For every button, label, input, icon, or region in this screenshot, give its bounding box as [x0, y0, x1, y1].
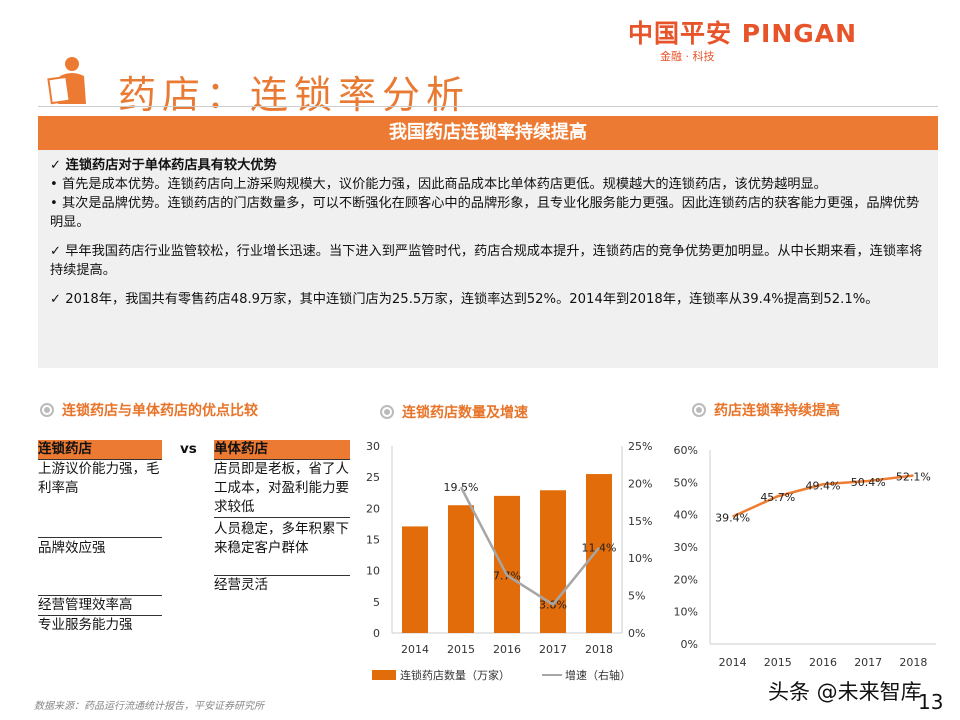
y-tick-label: 15 [366, 534, 380, 547]
vs-label: vs [180, 441, 197, 457]
single-header: 单体药店 [214, 440, 350, 460]
y2-tick-label: 15% [628, 515, 652, 528]
y2-tick-label: 5% [628, 590, 645, 603]
chart1-title: 连锁药店数量及增速 [380, 402, 528, 422]
chain-item: 上游议价能力强，毛利率高 [38, 460, 162, 538]
y2-tick-label: 10% [628, 552, 652, 565]
page-title: 药店：连锁率分析 [118, 73, 471, 117]
chart2-title: 药店连锁率持续提高 [692, 400, 840, 420]
x-tick-label: 2016 [493, 643, 521, 656]
y-tick-label: 10 [366, 565, 380, 578]
bullet-icon [380, 405, 394, 419]
chain-item: 品牌效应强 [38, 538, 162, 596]
x-tick-label: 2017 [854, 656, 882, 669]
pingan-logo: 中国平安 PINGAN [628, 19, 858, 48]
y-tick-label: 10% [674, 606, 698, 619]
y-tick-label: 0 [373, 627, 380, 640]
data-source: 数据来源：药品运行流通统计报告，平安证券研究所 [34, 701, 264, 712]
logo-tagline: 金融 · 科技 [660, 50, 715, 63]
chart2-title-text: 药店连锁率持续提高 [714, 403, 840, 419]
bar [448, 505, 474, 633]
chain-item: 经营管理效率高 [38, 596, 162, 616]
data-label: 45.7% [760, 491, 795, 504]
chain-rate-line [732, 474, 914, 518]
bar [540, 490, 566, 633]
legend-label: 增速（右轴） [565, 668, 631, 682]
jobs-person-icon [47, 57, 86, 105]
data-label: 49.4% [806, 479, 841, 492]
x-tick-label: 2017 [539, 643, 567, 656]
y-tick-label: 20 [366, 502, 380, 515]
x-tick-label: 2018 [585, 643, 613, 656]
data-label: 52.1% [896, 471, 931, 484]
y2-tick-label: 20% [628, 477, 652, 490]
single-item: 经营灵活 [214, 577, 268, 593]
legend-swatch-bar [372, 670, 396, 680]
y2-tick-label: 25% [628, 440, 652, 453]
y-tick-label: 25 [366, 471, 380, 484]
single-item: 店员即是老板，省了人工成本，对盈利能力要求较低 [214, 460, 350, 518]
x-tick-label: 2015 [447, 643, 475, 656]
chain-store-count-chart: 0 5 10 15 20 25 30 0% 5% 10% 15% 20% 25% 2014 2015 2016… [366, 440, 652, 682]
y2-tick-label: 0% [628, 627, 645, 640]
x-tick-label: 2015 [764, 656, 792, 669]
y-tick-label: 50% [674, 476, 698, 489]
watermark: 头条 @未来智库 [768, 680, 922, 704]
y-tick-label: 5 [373, 596, 380, 609]
y-tick-label: 20% [674, 573, 698, 586]
point-2: ✓ 早年我国药店行业监管较松，行业增长迅速。当下进入到严监管时代，药店合规成本提… [50, 244, 923, 278]
y-tick-label: 30 [366, 440, 380, 453]
point-3: ✓ 2018年，我国共有零售药店48.9万家，其中连锁门店为25.5万家，连锁率… [50, 292, 879, 307]
chain-advantages: 连锁药店 上游议价能力强，毛利率高 品牌效应强 经营管理效率高 专业服务能力强 [38, 440, 162, 636]
legend-label: 连锁药店数量（万家） [400, 668, 510, 682]
single-advantages: 单体药店 店员即是老板，省了人工成本，对盈利能力要求较低 人员稳定，多年积累下来… [214, 440, 350, 596]
chain-rate-chart: 0% 10% 20% 30% 40% 50% 60% 39.4% 2014 45.7% 2015 49… [674, 444, 936, 669]
chain-header: 连锁药店 [38, 440, 162, 460]
point-1-bullet-1: • 首先是成本优势。连锁药店向上游采购规模大，议价能力强，因此商品成本比单体药店… [50, 177, 827, 192]
summary-text: ✓ 连锁药店对于单体药店具有较大优势 • 首先是成本优势。连锁药店向上游采购规模… [38, 150, 938, 368]
x-tick-label: 2014 [719, 656, 747, 669]
compare-title-text: 连锁药店与单体药店的优点比较 [62, 403, 258, 419]
data-label: 50.4% [851, 476, 886, 489]
bar [586, 474, 612, 633]
x-tick-label: 2014 [401, 643, 429, 656]
section-banner: 我国药店连锁率持续提高 [38, 116, 938, 150]
chart1-title-text: 连锁药店数量及增速 [402, 405, 528, 421]
y-tick-label: 30% [674, 541, 698, 554]
bar [494, 495, 520, 633]
x-tick-label: 2018 [899, 656, 927, 669]
compare-title: 连锁药店与单体药店的优点比较 [40, 400, 258, 420]
bullet-icon [692, 403, 706, 417]
y-tick-label: 0% [681, 638, 698, 651]
divider [38, 106, 938, 107]
x-tick-label: 2016 [809, 656, 837, 669]
data-label: 39.4% [715, 512, 750, 525]
bar [402, 526, 428, 633]
bullet-icon [40, 403, 54, 417]
chain-item: 专业服务能力强 [38, 617, 133, 633]
page-number: 13 [918, 690, 944, 714]
point-1-bullet-2: • 其次是品牌优势。连锁药店的门店数量多，可以不断强化在顾客心中的品牌形象，且专… [50, 196, 920, 230]
single-item: 人员稳定，多年积累下来稳定客户群体 [214, 518, 350, 576]
y-tick-label: 60% [674, 444, 698, 457]
y-tick-label: 40% [674, 509, 698, 522]
growth-line [459, 486, 600, 607]
point-1-heading: ✓ 连锁药店对于单体药店具有较大优势 [50, 158, 277, 173]
